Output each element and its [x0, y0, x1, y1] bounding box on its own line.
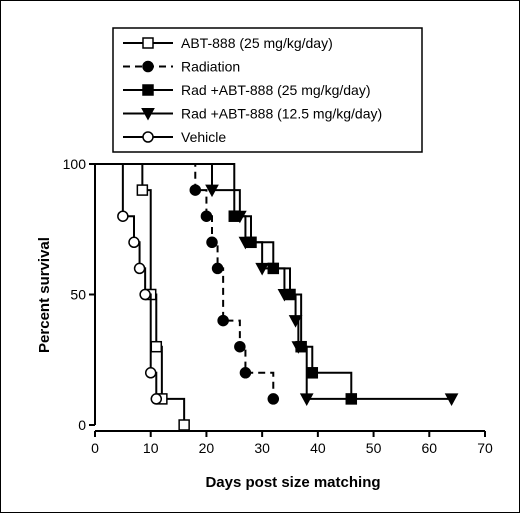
plot-area — [95, 163, 459, 431]
legend-label: Radiation — [181, 59, 240, 75]
legend-label: ABT-888 (25 mg/kg/day) — [181, 35, 333, 51]
data-point — [128, 236, 140, 249]
legend: ABT-888 (25 mg/kg/day) Radiation Rad +ABT-… — [112, 27, 423, 153]
legend-label: Rad +ABT-888 (12.5 mg/kg/day) — [181, 106, 382, 122]
axes: 0 50 100 0 10 20 30 40 50 60 70 — [63, 156, 493, 456]
data-point — [267, 393, 280, 405]
x-tick-label: 20 — [199, 440, 215, 456]
data-point — [200, 210, 213, 222]
legend-marker — [142, 131, 154, 143]
data-point — [206, 236, 218, 249]
data-point — [444, 393, 459, 406]
data-point — [239, 367, 252, 379]
series-2 — [95, 163, 358, 405]
series-1 — [95, 163, 280, 405]
data-point — [277, 289, 292, 302]
data-point — [117, 210, 129, 222]
data-point — [306, 367, 319, 379]
data-point — [133, 262, 146, 275]
data-point — [288, 315, 303, 328]
legend-label: Rad +ABT-888 (25 mg/kg/day) — [181, 82, 371, 98]
data-point — [150, 340, 163, 353]
data-point — [255, 262, 269, 276]
y-tick-label: 100 — [63, 156, 87, 172]
x-tick-label: 50 — [366, 440, 382, 456]
y-tick-label: 50 — [70, 287, 86, 303]
data-point — [139, 288, 151, 301]
x-axis-label: Days post size matching — [205, 474, 380, 491]
data-point — [234, 340, 246, 353]
data-point — [217, 314, 229, 327]
x-tick-label: 10 — [143, 440, 159, 456]
x-tick-label: 30 — [254, 440, 270, 456]
series-line — [95, 163, 275, 399]
data-point — [238, 236, 253, 250]
data-point — [178, 419, 190, 431]
data-point — [150, 393, 163, 405]
data-point — [205, 184, 219, 198]
data-point — [189, 184, 202, 196]
series-4 — [95, 163, 163, 405]
x-tick-label: 70 — [477, 440, 493, 456]
x-tick-label: 40 — [310, 440, 326, 456]
series-line — [95, 163, 452, 400]
series-3 — [95, 163, 459, 406]
y-tick-label: 0 — [78, 417, 86, 433]
data-point — [233, 210, 247, 224]
legend-marker — [142, 84, 154, 96]
y-axis-label: Percent survival — [36, 237, 53, 353]
data-point — [291, 341, 306, 354]
legend-marker — [142, 60, 154, 73]
x-tick-label: 0 — [91, 440, 99, 456]
legend-label: Vehicle — [181, 129, 226, 145]
data-point — [136, 184, 149, 196]
legend-marker — [142, 37, 154, 49]
series-line — [95, 163, 158, 399]
x-tick-label: 60 — [421, 440, 437, 456]
data-point — [211, 262, 224, 275]
data-point — [299, 393, 314, 406]
legend-marker — [141, 108, 155, 121]
data-point — [144, 367, 157, 379]
